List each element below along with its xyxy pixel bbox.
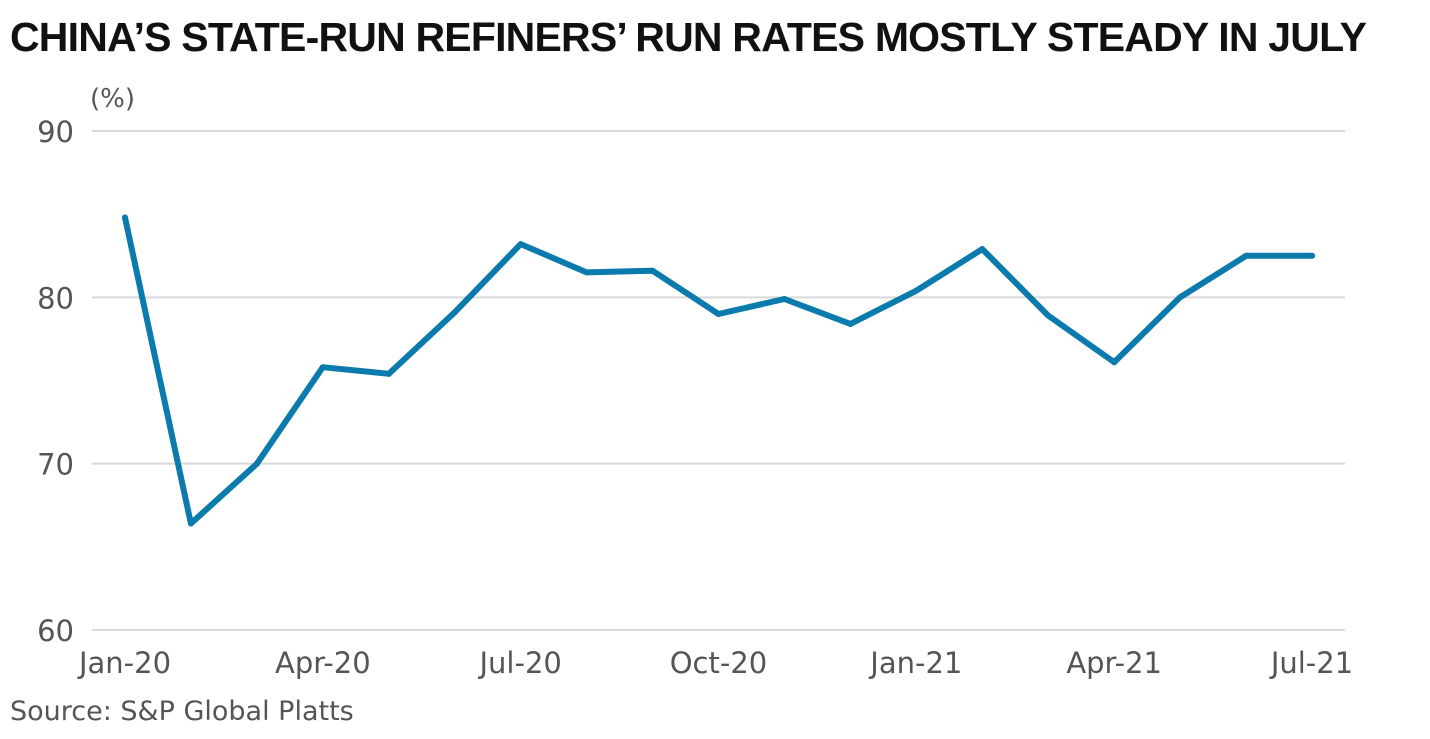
data-point-Mar-20 (253, 460, 260, 467)
y-axis-unit-label: (%) (90, 84, 135, 114)
data-point-Mar-21 (1045, 312, 1052, 319)
series-layer (122, 214, 1315, 527)
x-axis-ticks: Jan-20 Apr-20 Jul-20 Oct-20 Jan-21 Apr-21 Jul-… (77, 646, 1353, 680)
data-point-Jan-21 (913, 287, 920, 294)
x-tick-label: Oct-20 (670, 646, 768, 680)
data-point-Aug-20 (583, 269, 590, 276)
data-point-Jul-20 (517, 241, 524, 248)
source-note: Source: S&P Global Platts (10, 696, 354, 727)
y-tick-label: 80 (37, 281, 74, 315)
data-point-May-21 (1177, 294, 1184, 301)
data-point-Feb-20 (187, 520, 194, 527)
data-point-Jan-20 (122, 214, 128, 221)
x-tick-label: Jul-21 (1269, 646, 1353, 680)
x-tick-label: Jul-20 (477, 646, 561, 680)
x-tick-label: Jan-20 (77, 646, 171, 680)
y-tick-label: 70 (37, 448, 74, 482)
y-tick-label: 60 (37, 614, 74, 648)
data-point-Nov-20 (781, 295, 788, 302)
data-point-Apr-20 (319, 364, 326, 371)
data-point-Jun-21 (1243, 252, 1250, 259)
x-tick-label: Apr-20 (275, 646, 371, 680)
data-point-Oct-20 (715, 310, 722, 317)
data-point-May-20 (385, 370, 392, 377)
y-axis-ticks: 90 80 70 60 (37, 115, 74, 648)
data-point-Jun-20 (451, 309, 458, 316)
data-point-Jul-21 (1309, 252, 1315, 259)
chart-title: CHINA’S STATE-RUN REFINERS’ RUN RATES MO… (10, 14, 1367, 60)
gridlines (92, 130, 1345, 631)
y-tick-label: 90 (37, 115, 74, 149)
series-line-0 (122, 214, 1315, 527)
data-point-Apr-21 (1111, 359, 1118, 366)
data-point-Dec-20 (847, 320, 854, 327)
data-point-Feb-21 (979, 246, 986, 253)
x-tick-label: Apr-21 (1066, 646, 1162, 680)
x-tick-label: Jan-21 (868, 646, 962, 680)
data-point-Sep-20 (649, 267, 656, 274)
